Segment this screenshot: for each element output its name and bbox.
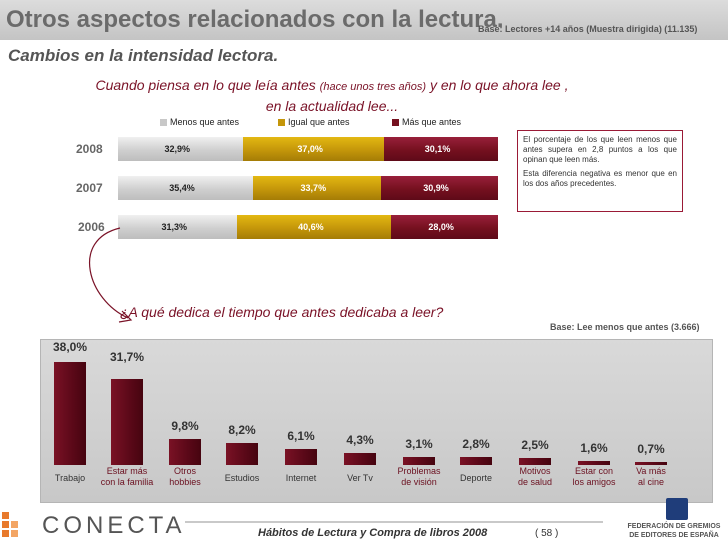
bar-2 [169,438,201,465]
segment-2007-menos [118,176,253,200]
federation-logo-icon [666,498,688,520]
question-part-a: Cuando piensa en lo que leía antes [95,77,316,93]
bar-value-0: 38,0% [52,340,88,354]
note-box: El porcentaje de los que leen menos que … [517,130,683,212]
footer-divider [185,521,603,523]
bar-8 [519,458,551,465]
bar-value-5: 4,3% [346,433,374,448]
legend-swatch-gray [160,119,167,127]
segment-label-2006-mas: 28,0% [428,222,454,232]
bar-10 [635,462,667,465]
bar-category-1: Estar más con la familia [100,466,154,487]
year-label-2006: 2006 [78,220,105,234]
bar-5 [344,453,376,465]
note-paragraph-2: Esta diferencia negativa es menor que en… [523,169,677,188]
segment-label-2007-mas: 30,9% [423,183,449,193]
segment-label-2006-igual: 40,6% [298,222,324,232]
note-paragraph-1: El porcentaje de los que leen menos que … [523,135,677,164]
title-bar [0,0,728,40]
federation-line-1: FEDERACIÓN DE GREMIOS [627,523,721,530]
bar-9 [578,460,610,465]
bar-1 [111,379,143,465]
bar-value-9: 1,6% [580,440,608,455]
segment-2008-mas [383,137,498,161]
segment-label-2007-igual: 33,7% [300,183,327,193]
footer-title: Hábitos de Lectura y Compra de libros 20… [258,527,488,539]
bar-value-6: 3,1% [405,436,433,451]
bar-value-1: 31,7% [109,350,145,364]
bar-value-10: 0,7% [637,442,665,456]
legend-mas: Más que antes [392,117,461,127]
question-intensity: Cuando piensa en lo que leía antes (hace… [92,76,572,116]
bar-category-0: Trabajo [54,473,86,483]
question-part-b: (hace unos tres años) [319,81,427,93]
base-note-bottom: Base: Lee menos que antes (3.666) [550,322,700,332]
federation-line-2: DE EDITORES DE ESPAÑA [629,532,719,539]
bar-0 [54,362,86,465]
question-part-c: y en lo que ahora lee , [429,77,569,93]
legend-label-menos: Menos que antes [170,117,240,127]
conecta-logo-icon [2,512,18,537]
question-time: ¿A qué dedica el tiempo que antes dedica… [120,304,444,320]
bar-category-7: Deporte [459,473,493,483]
bar-value-2: 9,8% [171,418,199,433]
segment-2008-menos [118,137,244,161]
arrow-head-icon [118,310,133,323]
bar-category-10: Va más al cine [636,466,666,487]
question-part-d: en la actualidad lee... [265,98,399,114]
segment-label-2007-menos: 35,4% [169,183,195,193]
bar-category-8: Motivos de salud [517,466,553,487]
bar-category-2: Otros hobbies [169,466,201,487]
segment-2007-mas [380,176,498,200]
year-label-2008: 2008 [76,142,103,156]
segment-2006-menos [118,215,237,239]
bar-category-5: Ver Tv [347,473,373,483]
segment-2006-igual [236,215,392,239]
connector-curve [89,227,129,319]
segment-label-2008-igual: 37,0% [297,144,323,154]
legend-igual: Igual que antes [278,117,350,127]
bar-category-6: Problemas de visión [397,466,441,487]
legend-label-mas: Más que antes [402,117,462,127]
page-title: Otros aspectos relacionados con la lectu… [6,6,504,33]
section-subtitle: Cambios en la intensidad lectora. [8,46,279,65]
bar-category-3: Estudios [224,473,260,483]
segment-2008-igual [243,137,384,161]
brand-logo: CONECTA [42,512,186,539]
segment-2007-igual [252,176,381,200]
bar-4 [285,448,317,465]
bar-value-7: 2,8% [462,437,490,452]
legend-label-igual: Igual que antes [288,117,350,127]
bar-3 [226,442,258,465]
bar-value-4: 6,1% [287,428,315,443]
segment-label-2006-menos: 31,3% [161,222,187,232]
federation-name: FEDERACIÓN DE GREMIOS DE EDITORES DE ESP… [622,522,726,540]
bar-6 [403,456,435,465]
segment-2006-mas [391,215,498,239]
segment-label-2008-menos: 32,9% [164,144,191,154]
bar-category-4: Internet [285,473,317,483]
bar-category-9: Estar con los amigos [572,466,616,487]
segment-label-2008-mas: 30,1% [424,144,451,154]
base-note-top: Base: Lectores +14 años (Muestra dirigid… [478,24,698,34]
legend-swatch-red [392,119,399,127]
legend-menos: Menos que antes [160,117,239,127]
bar-value-8: 2,5% [521,438,549,453]
year-label-2007: 2007 [76,181,103,195]
bar-7 [460,457,492,465]
page-number: ( 58 ) [535,528,559,539]
bar-value-3: 8,2% [228,422,256,437]
bar-panel [40,339,713,503]
legend-swatch-gold [278,119,285,127]
